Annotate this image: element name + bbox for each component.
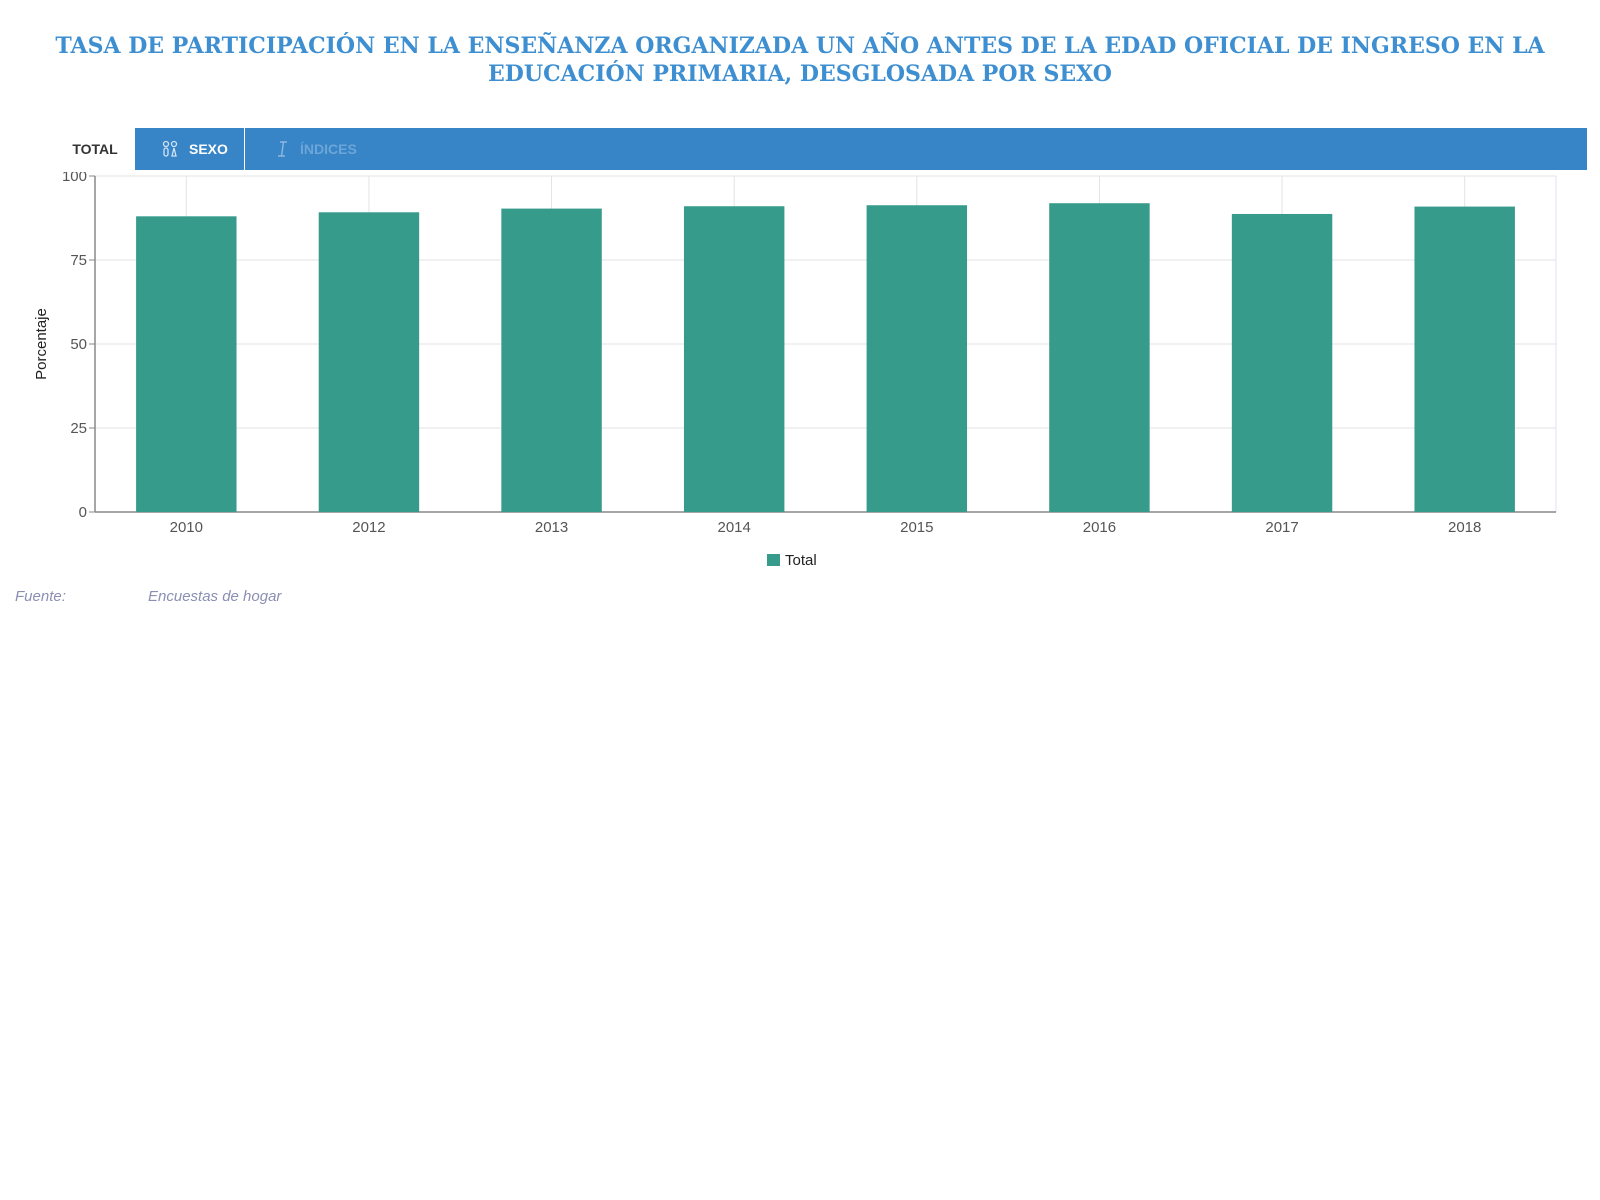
tab-indices[interactable]: ÍNDICES — [246, 128, 386, 170]
bar — [1414, 206, 1515, 513]
x-tick-label: 2010 — [170, 519, 203, 536]
bar — [683, 206, 785, 513]
view-tab-bar: TOTAL SEXO ÍNDICES — [55, 128, 1587, 170]
y-tick-label: 0 — [79, 504, 87, 521]
x-tick-label: 2012 — [352, 519, 385, 536]
y-tick-label: 75 — [70, 252, 87, 269]
gender-icon — [161, 140, 179, 158]
tab-indices-label: ÍNDICES — [300, 141, 357, 157]
source-label: Fuente: — [15, 588, 66, 605]
bar — [1231, 213, 1333, 512]
x-tick-label: 2017 — [1265, 519, 1298, 536]
tab-total[interactable]: TOTAL — [55, 128, 135, 170]
bar-chart: 0 25 50 75 100 2010 2012 2013 2014 2015 2016 2017 20… — [33, 172, 1557, 569]
tab-sexo[interactable]: SEXO — [135, 128, 245, 170]
index-icon — [276, 140, 290, 158]
x-tick-label: 2016 — [1083, 519, 1116, 536]
y-axis-label: Porcentaje — [33, 308, 50, 380]
bar — [501, 208, 602, 513]
legend-label: Total — [785, 552, 817, 569]
tab-sexo-label: SEXO — [189, 141, 228, 157]
bar — [1049, 203, 1150, 512]
source-value: Encuestas de hogar — [148, 588, 282, 605]
chart-title: TASA DE PARTICIPACIÓN EN LA ENSEÑANZA OR… — [55, 33, 1545, 87]
tab-total-label: TOTAL — [72, 141, 118, 157]
bar — [136, 216, 237, 512]
y-tick-label: 50 — [70, 336, 87, 353]
y-tick-label: 100 — [62, 172, 87, 185]
x-tick-label: 2018 — [1448, 519, 1481, 536]
x-tick-label: 2015 — [900, 519, 933, 536]
x-tick-label: 2014 — [718, 519, 751, 536]
x-tick-label: 2013 — [535, 519, 568, 536]
legend-swatch — [767, 554, 780, 566]
y-tick-label: 25 — [70, 420, 87, 437]
bar — [866, 205, 968, 512]
bar — [318, 212, 420, 512]
